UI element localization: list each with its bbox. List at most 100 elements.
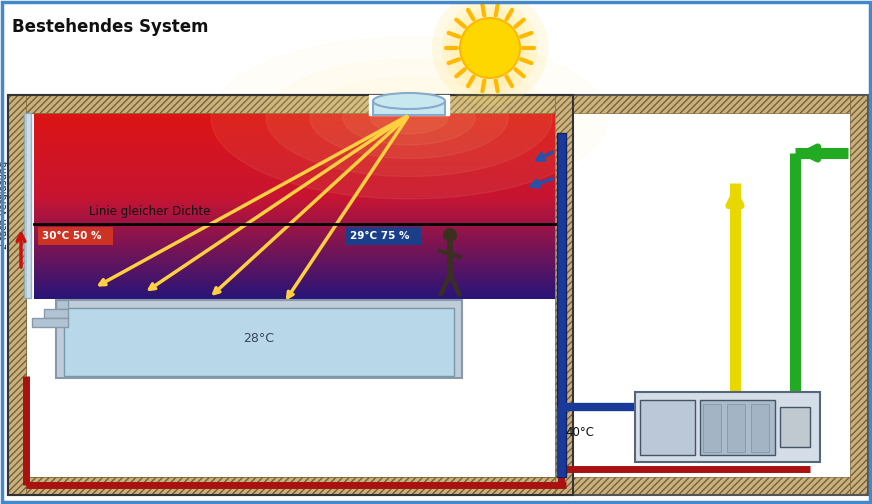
Bar xyxy=(34,152,555,154)
Bar xyxy=(34,249,555,250)
Bar xyxy=(34,148,555,150)
Bar xyxy=(34,180,555,181)
Bar xyxy=(34,123,555,124)
Bar xyxy=(34,189,555,191)
Bar xyxy=(34,186,555,187)
Bar xyxy=(34,283,555,284)
Bar xyxy=(34,129,555,131)
Bar xyxy=(34,173,555,174)
Bar xyxy=(34,206,555,208)
Bar xyxy=(34,136,555,138)
Ellipse shape xyxy=(373,93,445,109)
Bar xyxy=(34,168,555,169)
Bar xyxy=(34,287,555,288)
Bar xyxy=(34,262,555,264)
Bar xyxy=(34,258,555,260)
Bar xyxy=(34,115,555,116)
Bar xyxy=(34,153,555,155)
Bar xyxy=(34,205,555,207)
Bar xyxy=(34,164,555,165)
Ellipse shape xyxy=(343,91,475,145)
Bar xyxy=(34,270,555,272)
Bar xyxy=(34,187,555,188)
Bar xyxy=(555,95,573,495)
Bar xyxy=(34,163,555,164)
Bar xyxy=(34,196,555,198)
Bar xyxy=(34,225,555,226)
Bar xyxy=(34,220,555,221)
Bar xyxy=(34,124,555,125)
Ellipse shape xyxy=(266,59,552,176)
Bar xyxy=(34,160,555,161)
Bar xyxy=(34,269,555,271)
Bar xyxy=(34,159,555,160)
Bar xyxy=(34,290,555,291)
Bar xyxy=(635,392,820,462)
Bar xyxy=(780,407,810,447)
Bar xyxy=(34,120,555,121)
Ellipse shape xyxy=(211,37,607,199)
Bar xyxy=(34,171,555,172)
Bar xyxy=(34,281,555,283)
Bar xyxy=(56,300,462,378)
Bar xyxy=(34,230,555,231)
Bar xyxy=(34,202,555,204)
Bar xyxy=(34,236,555,237)
Circle shape xyxy=(443,228,457,242)
Bar xyxy=(34,169,555,170)
Bar xyxy=(34,157,555,158)
Bar xyxy=(34,248,555,249)
Bar xyxy=(34,128,555,130)
Bar xyxy=(373,101,445,115)
Bar xyxy=(34,155,555,157)
Bar xyxy=(34,253,555,255)
Bar xyxy=(34,200,555,202)
Bar xyxy=(34,154,555,156)
Bar xyxy=(34,244,555,245)
Bar xyxy=(34,279,555,281)
Circle shape xyxy=(460,18,520,78)
Bar xyxy=(34,282,555,283)
Bar xyxy=(34,130,555,132)
Bar xyxy=(34,151,555,153)
Text: 29°C 75 %: 29°C 75 % xyxy=(350,231,410,241)
Bar xyxy=(34,127,555,129)
Text: 2-fach Verglasung: 2-fach Verglasung xyxy=(0,161,9,249)
Bar xyxy=(369,95,449,115)
Bar xyxy=(703,404,721,452)
Bar xyxy=(34,177,555,178)
Bar xyxy=(346,227,421,245)
Bar xyxy=(34,197,555,199)
Bar xyxy=(34,274,555,276)
Bar xyxy=(34,218,555,220)
Bar xyxy=(34,228,555,229)
Bar xyxy=(8,477,868,495)
Circle shape xyxy=(432,0,548,106)
Bar xyxy=(34,190,555,192)
Bar xyxy=(34,292,555,293)
Bar xyxy=(34,215,555,217)
Text: Bestehendes System: Bestehendes System xyxy=(12,18,208,36)
Bar xyxy=(26,113,850,477)
Bar xyxy=(34,289,555,290)
Bar xyxy=(34,193,555,195)
Bar xyxy=(34,224,555,225)
Bar xyxy=(34,234,555,235)
Bar xyxy=(34,174,555,175)
Bar xyxy=(34,273,555,275)
Bar xyxy=(751,404,769,452)
Bar xyxy=(34,293,555,294)
Bar xyxy=(34,135,555,137)
Bar xyxy=(34,255,555,257)
Bar xyxy=(34,114,555,115)
Ellipse shape xyxy=(310,78,508,158)
Bar xyxy=(34,144,555,146)
Bar xyxy=(34,297,555,298)
Bar xyxy=(34,243,555,244)
Bar xyxy=(34,288,555,289)
Bar xyxy=(34,264,555,266)
Bar xyxy=(34,192,555,194)
Bar xyxy=(34,145,555,147)
Bar xyxy=(34,125,555,127)
Bar xyxy=(34,272,555,274)
